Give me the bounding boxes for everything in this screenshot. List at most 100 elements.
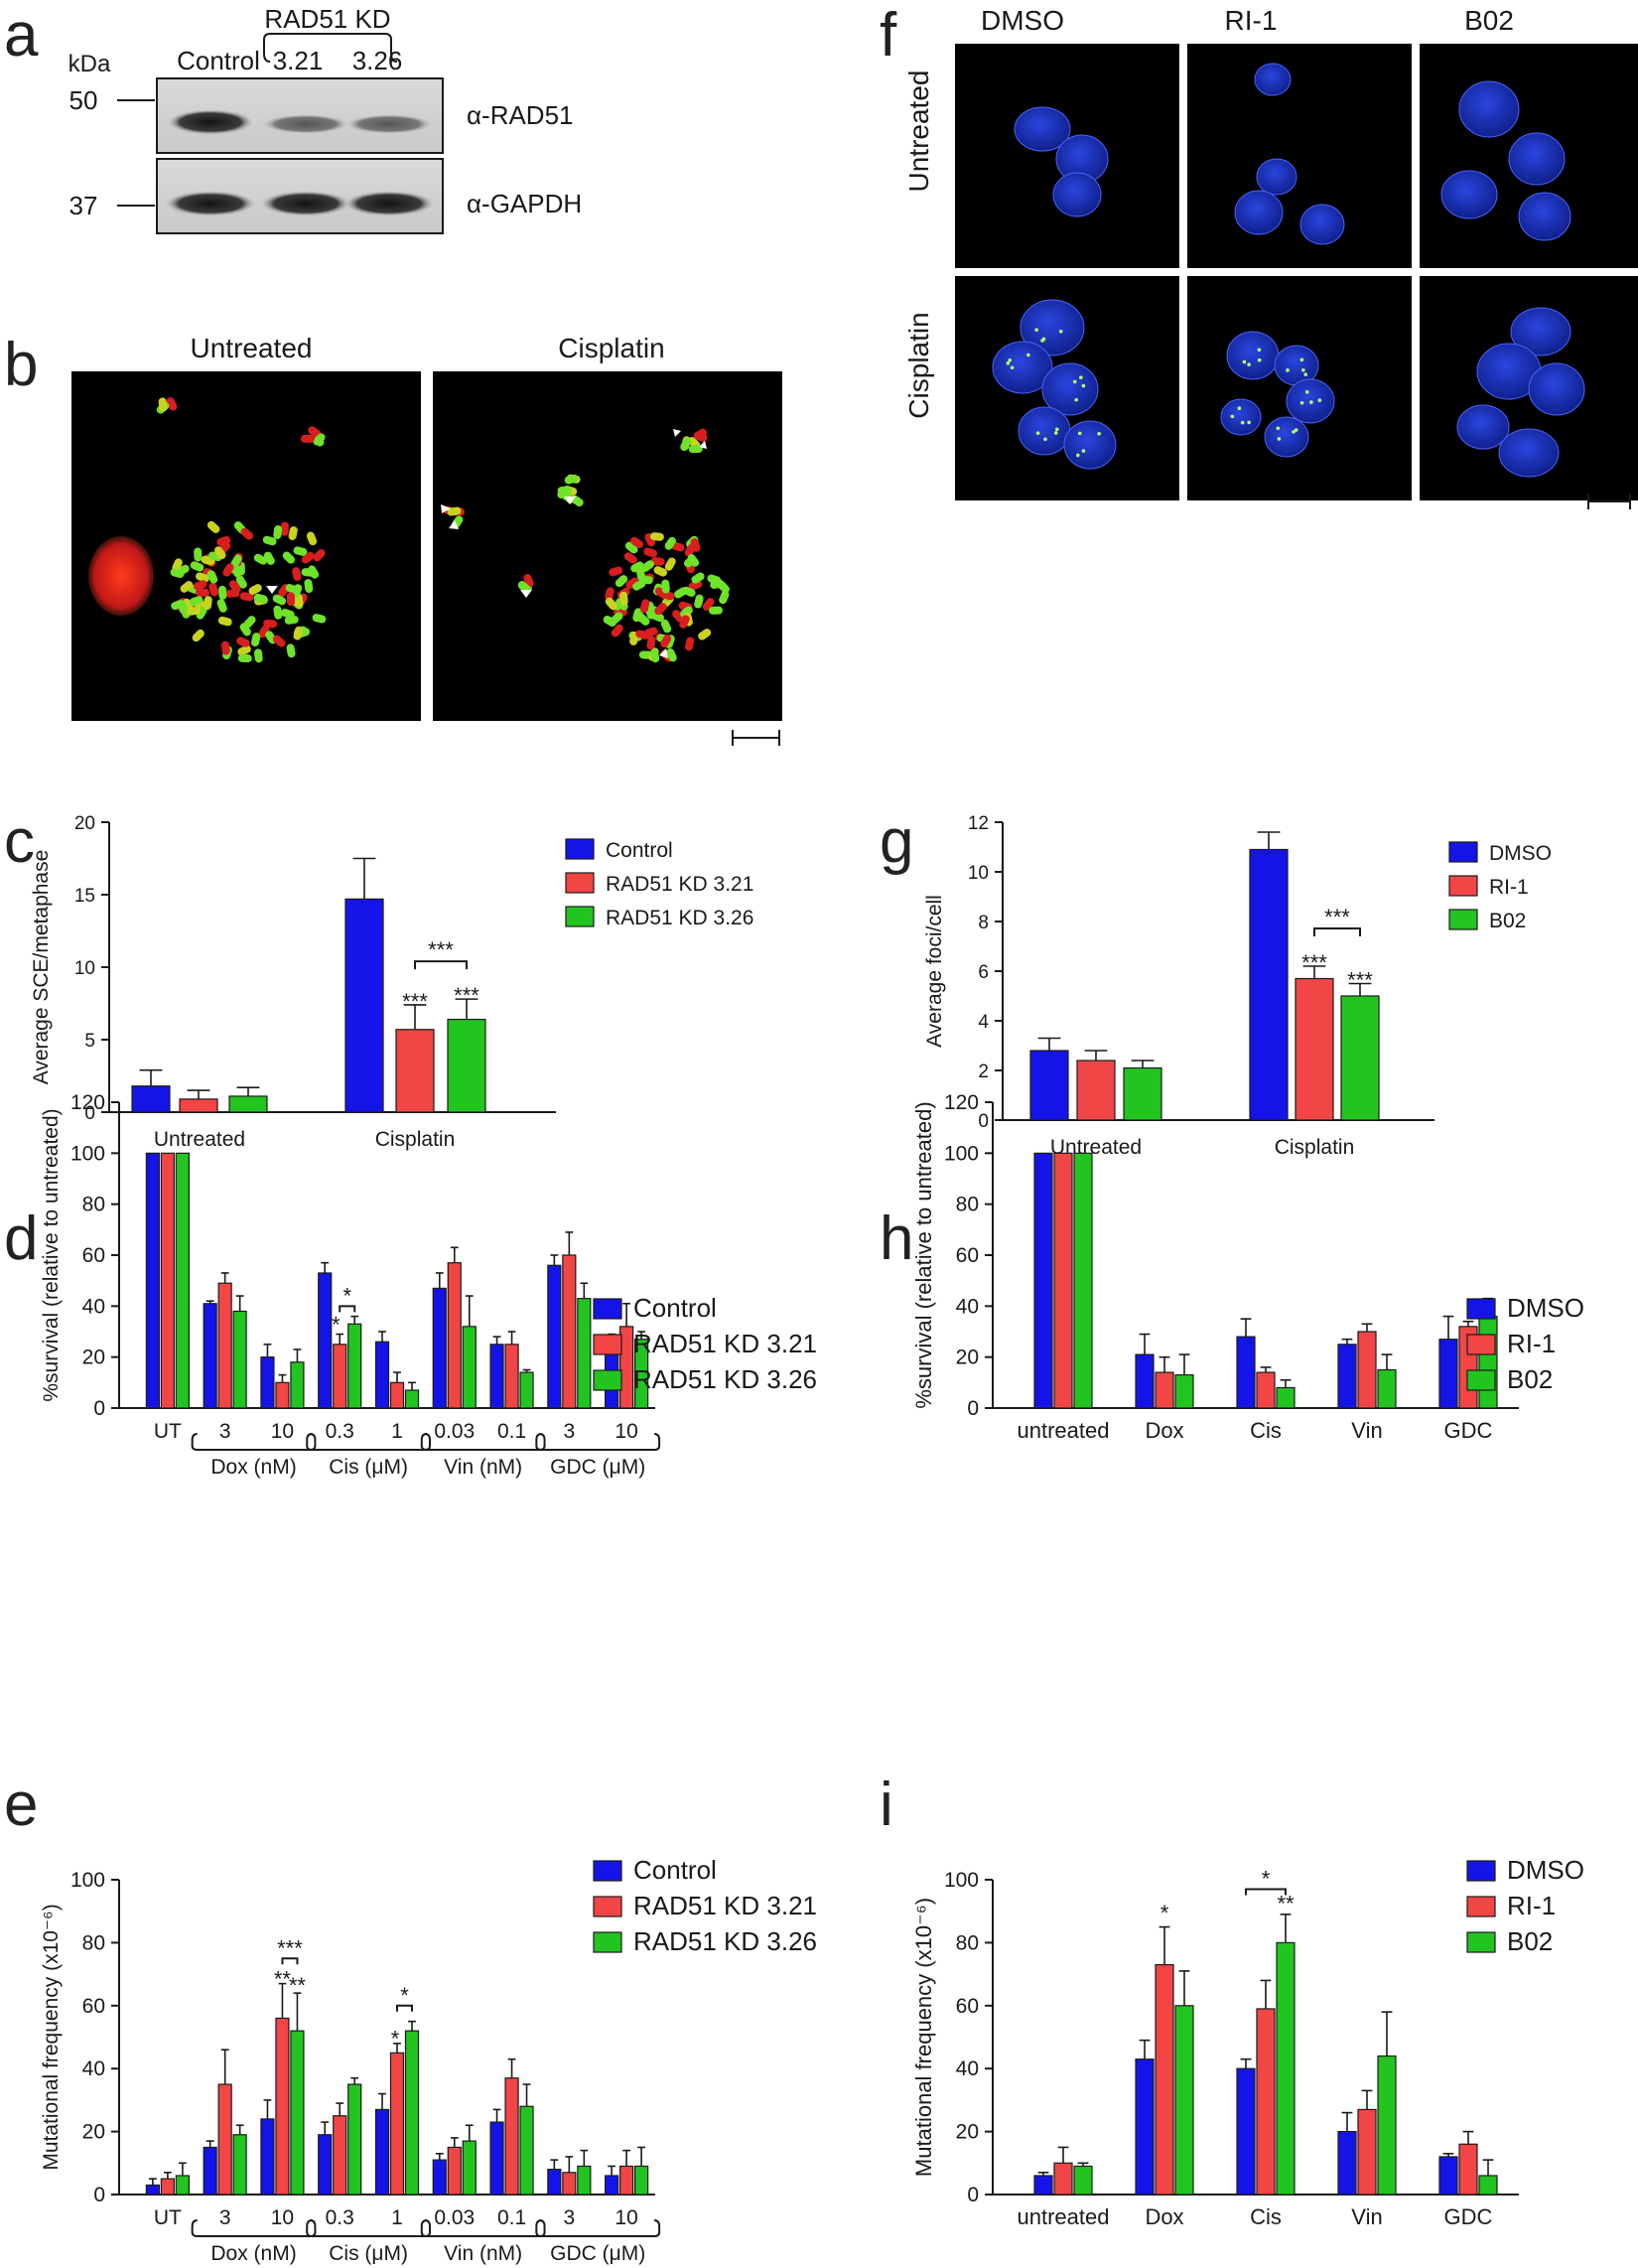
legend-label: Control [606,839,673,862]
chromosome [170,568,185,579]
chromosome [239,623,251,637]
legend-swatch [565,906,595,927]
y-tick-label: 20 [74,813,95,834]
nucleus [1510,307,1571,356]
chromosome [660,635,672,648]
rad51-focus [1257,348,1262,353]
chromosome [609,566,623,577]
y-axis-title: Average foci/cell [923,895,946,1048]
legend-label: DMSO [1507,1855,1584,1885]
y-tick-label: 120 [70,1091,105,1114]
significance-marker: *** [428,937,454,962]
bar-e-2-7 [577,2165,592,2196]
significance-bracket [396,2004,413,2012]
bar-e-0-8 [605,2175,619,2196]
legend-label: DMSO [1489,842,1552,865]
bar-e-2-3 [347,2083,362,2196]
bar-g-1-0 [1076,1060,1116,1121]
chromosome [605,587,614,602]
chromosome [292,567,302,582]
bar-e-2-6 [519,2105,534,2196]
y-tick-label: 60 [956,1244,979,1267]
bar-d-0-3 [318,1272,333,1409]
chromosome [237,644,251,656]
chromosome [222,563,234,577]
legend-swatch [1466,1369,1496,1391]
bar-e-0-0 [145,2184,160,2196]
bar-d-1-7 [562,1254,577,1409]
band-gapdh-326 [343,191,435,216]
chromosome [300,434,315,443]
panel-letter-h: h [880,1205,913,1273]
y-tick-label: 40 [956,1295,979,1318]
kd-group-bracket [263,33,398,63]
chromosome [666,647,677,662]
blot-marker-50: 50 [69,85,98,115]
rad51-focus [1237,406,1242,411]
chromosome [679,615,690,629]
chromosome [263,551,275,565]
y-axis-title: %survival (relative to untreated) [911,1101,936,1408]
band-rad51-326 [345,114,433,134]
y-tick-label: 100 [944,1142,979,1165]
y-axis-title: Mutational frequency (x10⁻⁶) [911,1898,936,2177]
y-tick-label: 100 [944,1869,979,1892]
y-tick-label: 60 [82,1995,105,2018]
bar-d-0-4 [374,1341,390,1409]
nucleus [1020,299,1085,356]
x-category-label: Vin [1351,2204,1382,2229]
chromosome [196,572,209,583]
chromosome [650,557,665,566]
chromosome [629,536,644,549]
bar-d-1-4 [389,1381,405,1409]
y-tick-label: 0 [978,1111,989,1132]
dose-group-bracket [306,2219,431,2237]
bar-e-0-2 [260,2118,275,2196]
bar-e-1-1 [217,2083,232,2196]
bar-h-0-1 [1135,1353,1155,1409]
nucleus [1528,362,1585,416]
rad51-focus [1292,430,1296,434]
y-axis-title: Mutational frequency (x10⁻⁶) [40,1904,63,2170]
y-tick-label: 80 [82,1194,105,1216]
x-category-label: GDC [1444,2204,1493,2229]
x-category-label: Cisplatin [375,1128,456,1151]
rad51-focus [1010,365,1015,370]
chromosome [641,560,654,572]
chromosome [195,588,209,597]
panel-letter-f: f [880,1,897,70]
band-rad51-321 [262,114,349,134]
x-category-label: 10 [271,1420,294,1443]
metaphase-images: Untreated Cisplatin [71,333,782,746]
panel-letter-c: c [4,807,35,876]
rad51-focus [1317,398,1322,403]
sce-arrowheads [266,429,707,658]
bar-i-0-2 [1236,2067,1256,2196]
bar-d-2-4 [404,1389,420,1409]
chromosome [192,629,205,642]
chromosome [180,581,194,593]
bar-d-1-1 [217,1282,232,1409]
chromosome [273,605,283,620]
significance-marker: *** [402,989,428,1014]
bar-i-0-0 [1033,2175,1053,2196]
chromosome [709,606,724,615]
legend-swatch [1466,1334,1496,1355]
nucleus [1254,63,1292,96]
bar-i-1-1 [1155,1963,1174,2196]
blot-lane-control: Control [177,46,260,75]
bar-d-1-6 [504,1344,519,1409]
chromosome [262,535,277,546]
chromosome [217,616,232,627]
bar-d-0-0 [145,1152,160,1409]
legend-label: RAD51 KD 3.26 [633,1926,817,1956]
chromosome [254,648,263,663]
micro-f-col-ri1: RI-1 [1225,5,1278,36]
x-category-label: untreated [1018,1418,1110,1443]
bar-i-1-0 [1053,2162,1073,2196]
panel-letter-a: a [4,1,39,70]
chromosome [225,589,240,598]
nucleus [1458,80,1520,138]
nucleus [1518,192,1571,241]
bar-e-0-1 [203,2146,217,2196]
